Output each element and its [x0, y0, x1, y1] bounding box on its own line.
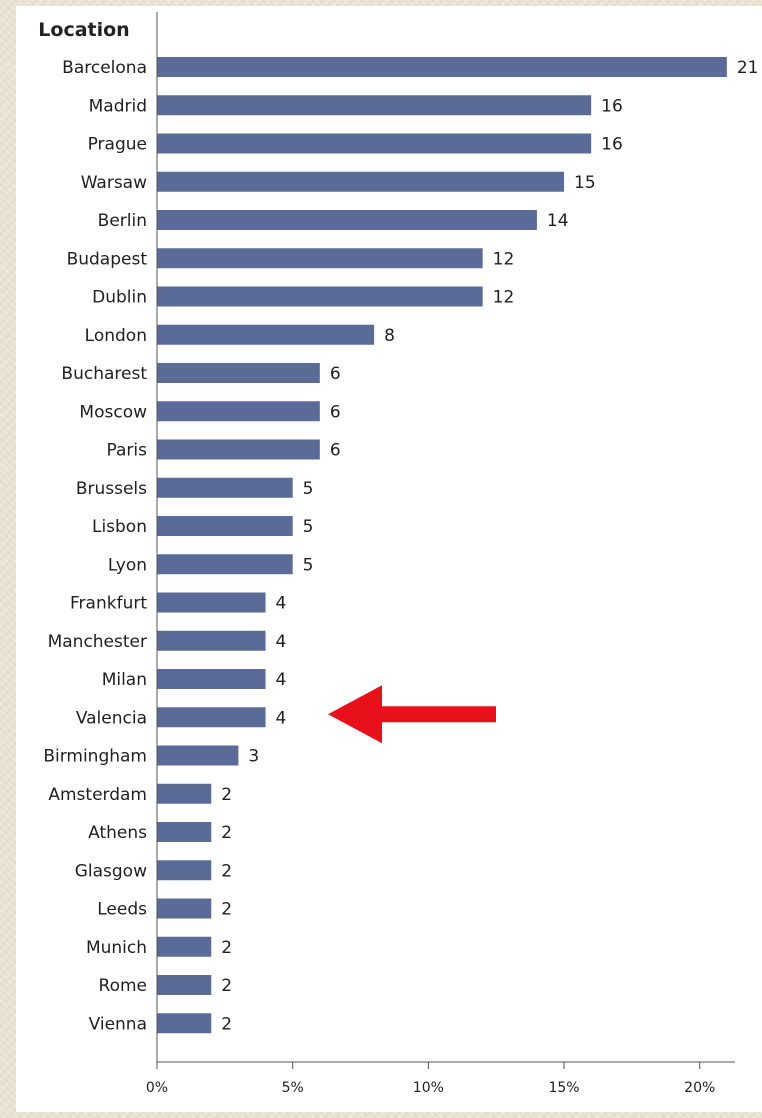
value-label: 8: [384, 326, 395, 346]
bar: [157, 133, 592, 154]
bar: [157, 401, 320, 422]
x-tick-label: 10%: [413, 1080, 444, 1096]
value-label: 4: [276, 708, 287, 728]
category-label: Manchester: [48, 632, 147, 652]
value-label: 6: [330, 441, 341, 461]
value-label: 21: [737, 58, 759, 78]
category-label: Frankfurt: [70, 594, 147, 614]
value-label: 2: [221, 976, 232, 996]
value-label: 4: [276, 670, 287, 690]
value-label: 16: [601, 135, 623, 155]
value-label: 4: [276, 632, 287, 652]
bar: [157, 210, 537, 230]
bar: [157, 516, 293, 536]
bar: [157, 57, 727, 77]
value-label: 2: [221, 1014, 232, 1034]
category-label: Dublin: [92, 288, 147, 308]
category-label: Berlin: [98, 211, 147, 231]
axes-group: 0% 5% 10% 15% 20%: [146, 12, 735, 1096]
x-tick-label: 0%: [146, 1080, 168, 1096]
value-label: 2: [221, 785, 232, 805]
category-label: Madrid: [89, 96, 147, 116]
bar: [157, 898, 212, 919]
category-label: Milan: [102, 670, 147, 690]
arrow-head: [328, 685, 382, 744]
value-label: 16: [601, 96, 623, 116]
category-label: Amsterdam: [48, 785, 147, 805]
category-label: Prague: [88, 135, 147, 155]
bar: [157, 324, 375, 345]
value-label: 12: [493, 249, 515, 269]
value-label: 2: [221, 900, 232, 920]
category-label: Birmingham: [43, 747, 147, 767]
bar: [157, 783, 212, 804]
value-label: 6: [330, 364, 341, 384]
category-label: Rome: [99, 976, 147, 996]
value-label: 6: [330, 402, 341, 422]
category-label: Munich: [86, 938, 147, 958]
bar: [157, 975, 212, 995]
category-label: Valencia: [76, 708, 147, 728]
bar: [157, 1013, 212, 1034]
bar: [157, 936, 212, 957]
bar: [157, 707, 266, 728]
x-tick-label: 20%: [684, 1080, 715, 1096]
category-label: Bucharest: [61, 364, 147, 384]
value-label: 5: [303, 555, 314, 575]
bar: [157, 745, 239, 766]
bar: [157, 477, 293, 498]
value-label: 2: [221, 823, 232, 843]
bar: [157, 363, 320, 383]
bar: [157, 248, 483, 269]
category-label: Paris: [107, 441, 148, 461]
bar: [157, 554, 293, 575]
bars-group: Barcelona 21 Madrid 16 Prague 16 Warsaw 15 Berli…: [43, 57, 758, 1034]
value-label: 12: [493, 288, 515, 308]
bar: [157, 860, 212, 881]
annotation-group: [328, 685, 496, 744]
value-label: 5: [303, 479, 314, 499]
bar: [157, 439, 320, 460]
category-label: Lisbon: [92, 517, 147, 537]
bar: [157, 592, 266, 613]
bar: [157, 630, 266, 651]
value-label: 2: [221, 938, 232, 958]
category-label: Vienna: [89, 1014, 147, 1034]
x-tick-label: 5%: [282, 1080, 304, 1096]
category-label: Barcelona: [62, 58, 147, 78]
category-label: Brussels: [76, 479, 147, 499]
bar: [157, 822, 212, 842]
bar: [157, 669, 266, 689]
category-label: Athens: [88, 823, 147, 843]
value-label: 3: [248, 747, 259, 767]
category-header: Location: [38, 19, 129, 41]
value-label: 2: [221, 861, 232, 881]
category-label: Budapest: [67, 249, 148, 269]
bar: [157, 286, 483, 307]
category-label: Warsaw: [81, 173, 147, 193]
category-label: Glasgow: [75, 861, 147, 881]
category-label: Lyon: [108, 555, 147, 575]
x-tick-label: 15%: [548, 1080, 579, 1096]
category-label: London: [85, 326, 147, 346]
category-label: Moscow: [79, 402, 147, 422]
bar: [157, 171, 565, 192]
category-label: Leeds: [97, 900, 147, 920]
arrow-shaft: [376, 706, 496, 723]
value-label: 4: [276, 594, 287, 614]
value-label: 14: [547, 211, 569, 231]
value-label: 15: [574, 173, 596, 193]
bar: [157, 95, 592, 116]
value-label: 5: [303, 517, 314, 537]
